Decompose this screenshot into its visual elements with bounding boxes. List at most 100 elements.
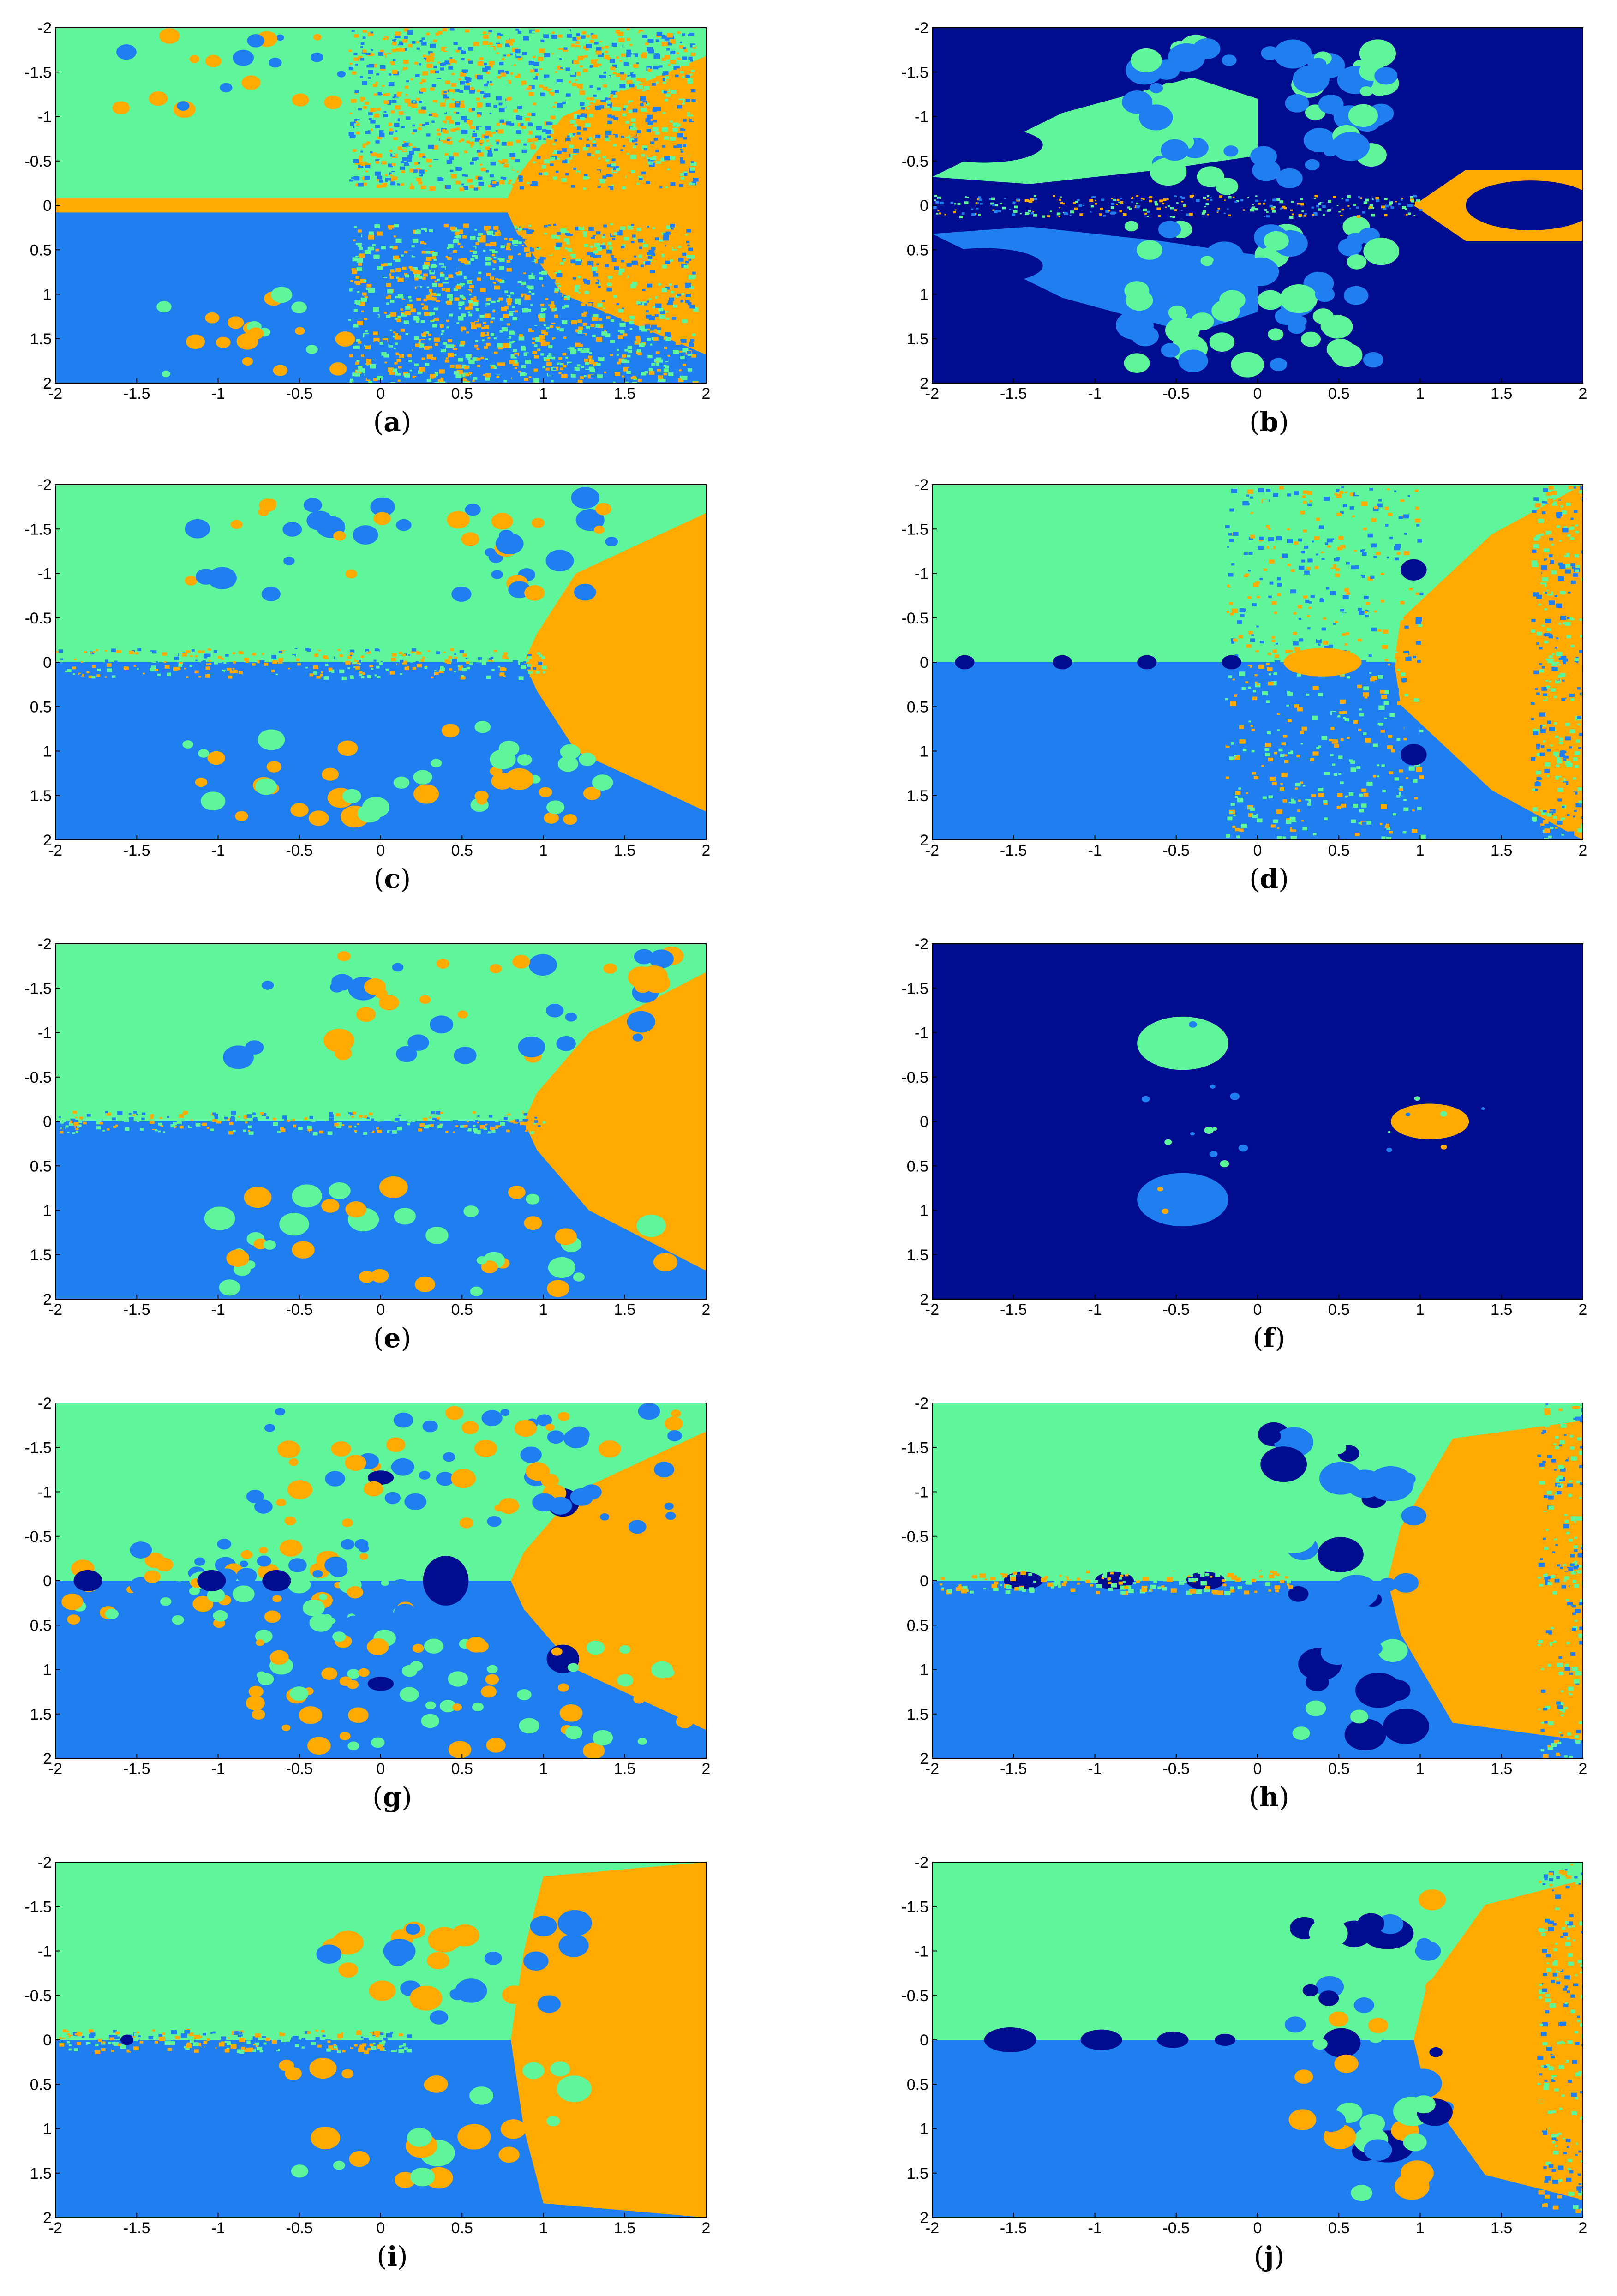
y-tick-label: 0.5 [907, 1617, 928, 1634]
y-tick-label: 0.5 [30, 1617, 52, 1634]
y-tick-label: -1 [915, 1943, 928, 1960]
caption-close-paren: ) [1279, 1781, 1289, 1813]
x-tick-label: 2 [702, 1301, 711, 1318]
caption-open-paren: ( [373, 1322, 384, 1354]
y-tick-label: -0.5 [901, 153, 928, 170]
y-tick-label: -1.5 [24, 64, 52, 81]
x-tick-label: -1.5 [1000, 385, 1027, 402]
x-tick-label: 0.5 [451, 2219, 473, 2236]
x-tick-label: 2 [1579, 2219, 1587, 2236]
y-tick-label: 0 [43, 2032, 52, 2049]
x-tick-label: -1 [211, 1760, 225, 1777]
panel-d: -2 -1.5 -1 -0.5 0 0.5 1 1.5 2 -2 -1.5 -1 -0.5 0 0.5 1 1.… [877, 457, 1617, 900]
x-tick-label: 0.5 [1328, 1760, 1350, 1777]
y-tick-label: 0 [920, 654, 928, 671]
x-tick-label: 2 [1579, 1760, 1587, 1777]
panel-f: -2 -1.5 -1 -0.5 0 0.5 1 1.5 2 -2 -1.5 -1 -0.5 0 0.5 1 1.… [877, 916, 1617, 1359]
x-tick-label: 1 [1416, 1301, 1425, 1318]
panel-g: -2 -1.5 -1 -0.5 0 0.5 1 1.5 2 -2 -1.5 -1 -0.5 0 0.5 1 1.… [0, 1375, 785, 1818]
y-tick-label: -2 [915, 935, 928, 953]
panel-caption: (f) [877, 1322, 1617, 1354]
y-tick-label: 2 [920, 2209, 928, 2227]
y-tick-label: 1 [43, 2121, 52, 2138]
x-tick-label: 0 [1253, 1760, 1262, 1777]
x-tick-label: -1.5 [123, 385, 150, 402]
x-tick-label: -0.5 [1162, 1760, 1190, 1777]
x-tick-label: -1 [1088, 1301, 1102, 1318]
y-tick-label: 0.5 [30, 2076, 52, 2093]
y-tick-label: -2 [915, 1854, 928, 1871]
x-tick-label: 0 [377, 385, 385, 402]
caption-letter: f [1263, 1322, 1275, 1354]
y-tick-label: 0 [920, 1572, 928, 1590]
y-tick-label: 0 [43, 1572, 52, 1590]
x-tick-label: 0 [1253, 385, 1262, 402]
x-tick-label: -1 [211, 842, 225, 858]
basin-regions [932, 1862, 1583, 2218]
caption-letter: b [1259, 406, 1279, 438]
x-tick-label: 2 [1579, 842, 1587, 858]
caption-open-paren: ( [372, 1781, 383, 1813]
y-tick-label: -1 [915, 108, 928, 126]
panel-a: -2 -1.5 -1 -0.5 0 0.5 1 1.5 2 -2 -1.5 -1 -0.5 0 0.5 1 1.… [0, 0, 785, 443]
caption-letter: h [1259, 1781, 1279, 1813]
caption-letter: a [383, 406, 401, 438]
y-tick-label: 1.5 [907, 787, 928, 805]
y-tick-label: 1 [920, 1661, 928, 1679]
y-tick-label: -1 [38, 1025, 52, 1042]
basin-plot-i: -2 -1.5 -1 -0.5 0 0.5 1 1.5 2-2-1.5-1-0.500.511.… [24, 1854, 710, 2236]
y-tick-label: 1 [43, 286, 52, 304]
x-tick-label: 0 [1253, 1301, 1262, 1318]
x-tick-label: -1 [1088, 2219, 1102, 2236]
x-tick-label: -1.5 [1000, 2219, 1027, 2236]
panel-j: -2 -1.5 -1 -0.5 0 0.5 1 1.5 2 -2 -1.5 -1 -0.5 0 0.5 1 1.… [877, 1834, 1617, 2278]
x-tick-label: 1 [539, 842, 548, 858]
x-tick-label: -1 [1088, 1760, 1102, 1777]
x-tick-label: 0 [377, 1301, 385, 1318]
y-tick-label: -2 [915, 1395, 928, 1412]
caption-close-paren: ) [1275, 1322, 1286, 1354]
y-tick-label: 0 [43, 197, 52, 215]
x-tick-label: 1.5 [614, 385, 635, 402]
x-tick-label: 0 [1253, 2219, 1262, 2236]
y-tick-label: 1.5 [30, 787, 52, 805]
basin-regions [932, 485, 1583, 840]
y-tick-label: -1.5 [901, 64, 928, 81]
panel-i: -2 -1.5 -1 -0.5 0 0.5 1 1.5 2 -2 -1.5 -1 -0.5 0 0.5 1 1.… [0, 1834, 785, 2278]
y-tick-label: 1.5 [907, 1706, 928, 1723]
y-tick-label: 2 [920, 1750, 928, 1768]
x-tick-label: 2 [702, 1760, 711, 1777]
y-tick-label: 0.5 [907, 2076, 928, 2093]
x-tick-label: 1.5 [1491, 1760, 1512, 1777]
x-tick-label: -2 [925, 1301, 939, 1318]
y-tick-label: -1 [38, 1484, 52, 1501]
y-tick-label: 2 [43, 1291, 52, 1308]
caption-open-paren: ( [1249, 406, 1260, 438]
y-tick-label: -1 [38, 1943, 52, 1960]
x-tick-label: -2 [48, 1760, 62, 1777]
x-tick-label: -1.5 [1000, 1760, 1027, 1777]
x-tick-label: 1.5 [1491, 385, 1512, 402]
y-tick-label: 2 [43, 375, 52, 392]
basin-plot-h: -2 -1.5 -1 -0.5 0 0.5 1 1.5 2-2-1.5-1-0.500.511.… [901, 1395, 1587, 1777]
x-tick-label: -1 [1088, 842, 1102, 858]
y-tick-label: -2 [38, 1395, 52, 1412]
caption-close-paren: ) [401, 406, 412, 438]
x-tick-label: -0.5 [1162, 1301, 1190, 1318]
x-tick-label: -0.5 [286, 2219, 313, 2236]
x-tick-label: 0.5 [1328, 1301, 1350, 1318]
y-tick-label: 1 [920, 286, 928, 304]
caption-open-paren: ( [1253, 2241, 1264, 2272]
x-tick-label: 1 [1416, 842, 1425, 858]
y-tick-label: -0.5 [24, 1528, 52, 1546]
y-tick-label: -2 [915, 476, 928, 494]
panel-caption: (a) [0, 406, 785, 438]
caption-close-paren: ) [397, 2241, 408, 2272]
y-tick-label: -1 [915, 565, 928, 583]
x-tick-label: -2 [48, 2219, 62, 2236]
caption-open-paren: ( [373, 406, 384, 438]
x-tick-label: 1.5 [614, 842, 635, 858]
basin-plot-g: -2 -1.5 -1 -0.5 0 0.5 1 1.5 2-2-1.5-1-0.500.511.… [24, 1395, 711, 1777]
x-tick-label: -2 [48, 842, 62, 858]
y-tick-label: 2 [43, 1750, 52, 1768]
